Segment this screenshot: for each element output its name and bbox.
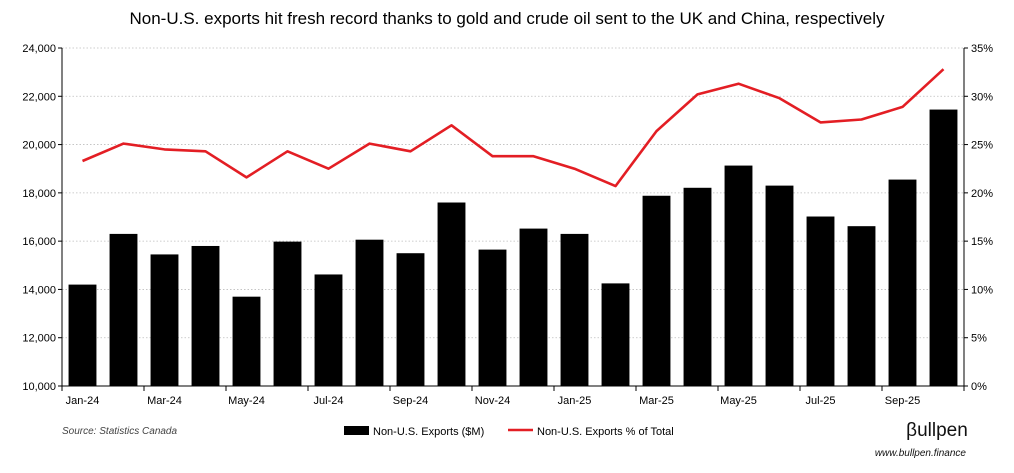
bar xyxy=(847,226,876,386)
y-right-tick-label: 30% xyxy=(971,91,993,103)
bar xyxy=(355,239,384,386)
y-left-tick-label: 20,000 xyxy=(22,140,56,152)
legend-swatch-bars xyxy=(344,426,369,435)
x-tick-label: Mar-24 xyxy=(147,395,182,407)
bar xyxy=(560,233,589,386)
bar xyxy=(314,274,343,386)
y-left-tick-label: 10,000 xyxy=(22,381,56,393)
y-left-tick-label: 12,000 xyxy=(22,333,56,345)
y-axis-left-ticks: 10,000 12,000 14,000 16,000 18,000 20,000 22,0… xyxy=(22,43,62,393)
bar xyxy=(191,245,220,386)
y-right-tick-label: 25% xyxy=(971,140,993,152)
line-series xyxy=(81,68,945,188)
y-left-tick-label: 14,000 xyxy=(22,284,56,296)
brand-logo: βullpen xyxy=(906,420,968,441)
x-axis-ticks: Jan-24 Mar-24 May-24 Jul-24 Sep-24 Nov-24 Jan-… xyxy=(61,386,965,407)
x-tick-label: Sep-24 xyxy=(393,395,428,407)
y-right-tick-label: 0% xyxy=(971,381,987,393)
x-tick-label: Jan-25 xyxy=(558,395,592,407)
x-tick-label: Mar-25 xyxy=(639,395,674,407)
y-left-tick-label: 22,000 xyxy=(22,91,56,103)
y-axis-right-ticks: 0% 5% 10% 15% 20% 25% 30% 35% xyxy=(964,43,993,393)
x-tick-label: May-24 xyxy=(228,395,265,407)
x-tick-label: Jul-25 xyxy=(806,395,836,407)
series-line xyxy=(81,68,945,188)
axes xyxy=(61,48,965,387)
y-right-tick-label: 15% xyxy=(971,236,993,248)
bar xyxy=(642,195,671,386)
bar xyxy=(232,296,261,386)
bar xyxy=(806,216,835,386)
y-right-tick-label: 20% xyxy=(971,188,993,200)
bar xyxy=(273,241,302,386)
bar xyxy=(437,202,466,386)
bar xyxy=(150,254,179,386)
bar xyxy=(765,185,794,386)
x-tick-label: May-25 xyxy=(720,395,757,407)
y-right-tick-label: 10% xyxy=(971,284,993,296)
y-left-tick-label: 18,000 xyxy=(22,188,56,200)
y-right-tick-label: 5% xyxy=(971,333,987,345)
bar xyxy=(601,283,630,386)
bar xyxy=(929,109,958,387)
bar xyxy=(683,187,712,386)
y-left-tick-label: 16,000 xyxy=(22,236,56,248)
bar xyxy=(519,228,548,386)
legend-label-bars: Non-U.S. Exports ($M) xyxy=(373,426,484,438)
y-left-tick-label: 24,000 xyxy=(22,43,56,55)
y-right-tick-label: 35% xyxy=(971,43,993,55)
source-note: Source: Statistics Canada xyxy=(62,426,177,437)
legend: Non-U.S. Exports ($M) Non-U.S. Exports %… xyxy=(344,426,674,438)
x-tick-label: Sep-25 xyxy=(885,395,920,407)
legend-label-line: Non-U.S. Exports % of Total xyxy=(537,426,674,438)
x-tick-label: Jul-24 xyxy=(314,395,344,407)
bar xyxy=(109,233,138,386)
chart-title: Non-U.S. exports hit fresh record thanks… xyxy=(129,9,885,28)
bar xyxy=(68,284,97,386)
bar xyxy=(724,165,753,386)
x-tick-label: Jan-24 xyxy=(66,395,100,407)
bar xyxy=(478,249,507,386)
bar xyxy=(888,179,917,386)
bar xyxy=(396,253,425,386)
website-text: www.bullpen.finance xyxy=(875,448,967,459)
bar-series xyxy=(68,109,958,387)
x-tick-label: Nov-24 xyxy=(475,395,510,407)
